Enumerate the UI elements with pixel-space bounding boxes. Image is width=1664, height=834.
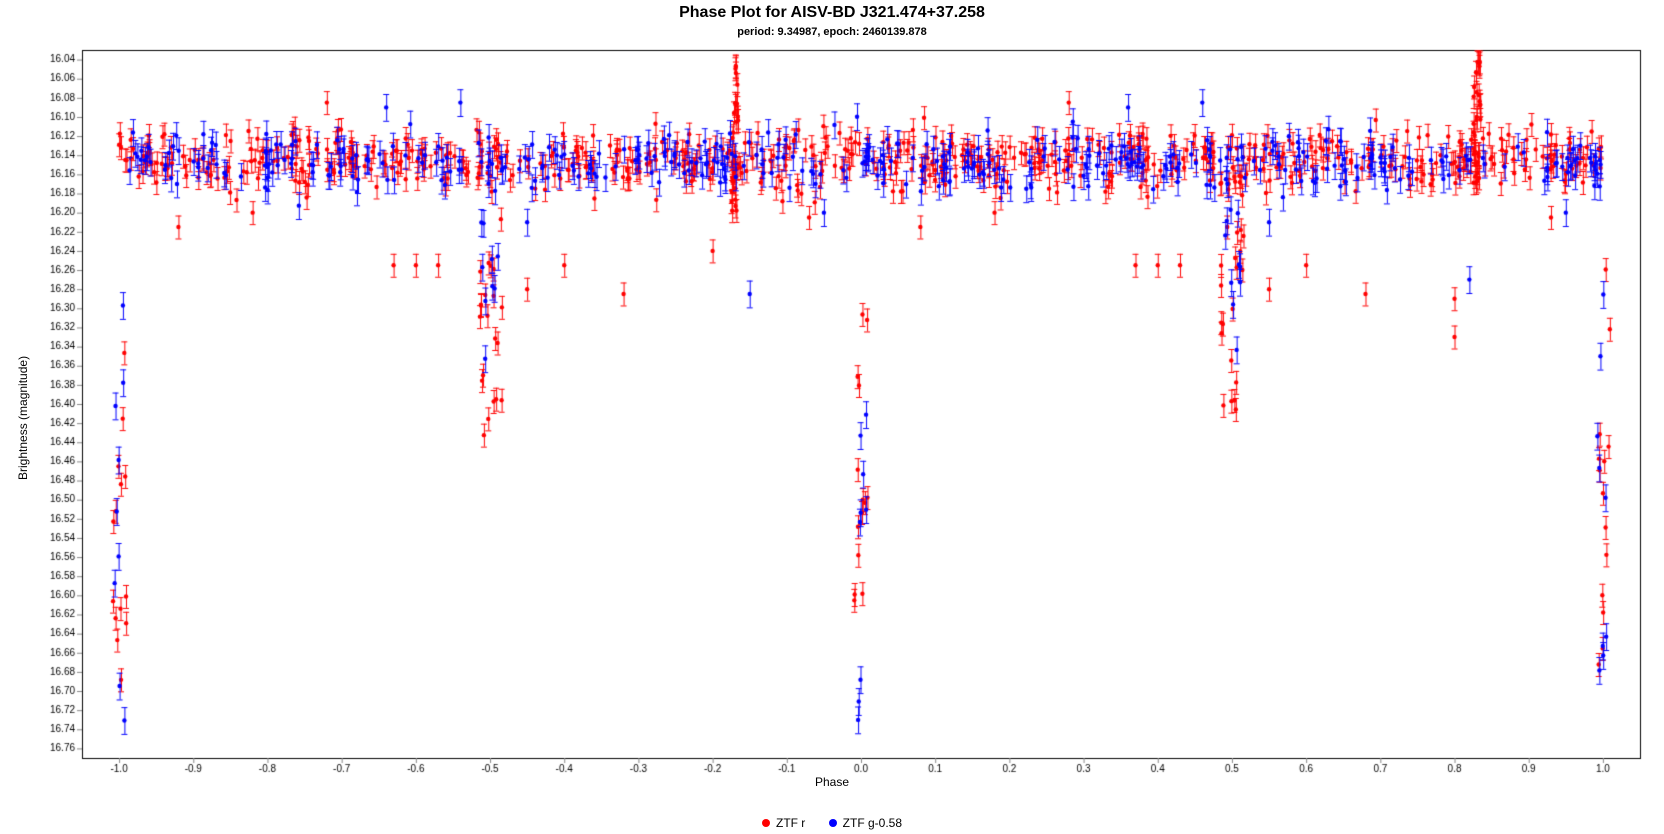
y-axis-label: Brightness (magnitude)	[16, 280, 30, 480]
legend-marker-icon	[762, 819, 770, 827]
legend: ZTF r ZTF g-0.58	[0, 816, 1664, 830]
phase-plot-canvas	[0, 0, 1664, 834]
x-axis-label: Phase	[0, 775, 1664, 789]
legend-label: ZTF r	[776, 816, 805, 830]
legend-marker-icon	[829, 819, 837, 827]
legend-label: ZTF g-0.58	[843, 816, 902, 830]
chart-container: Phase Plot for AISV-BD J321.474+37.258 p…	[0, 0, 1664, 834]
legend-item-ztf-r: ZTF r	[762, 816, 805, 830]
legend-item-ztf-g: ZTF g-0.58	[829, 816, 902, 830]
